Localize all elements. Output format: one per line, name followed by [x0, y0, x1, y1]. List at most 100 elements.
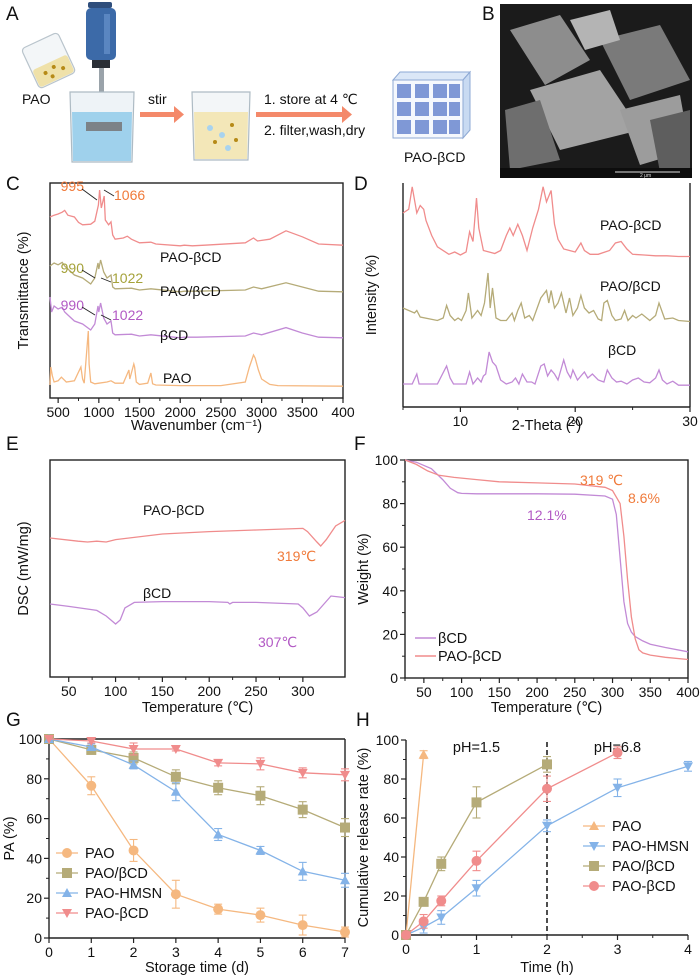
- y-axis-label: DSC (mW/mg): [16, 521, 32, 615]
- peak-annotation: 990: [61, 297, 85, 313]
- x-tick-label: 150: [151, 683, 175, 699]
- peak-annotation: 990: [61, 260, 85, 276]
- region-label-acid: pH=1.5: [453, 740, 500, 756]
- series-line-bcd: [404, 459, 689, 653]
- annotation-loss-bcd: 12.1%: [527, 507, 567, 523]
- y-tick-label: 20: [383, 888, 399, 904]
- x-tick-label: 500: [46, 404, 70, 420]
- stir-label: stir: [148, 91, 167, 107]
- pouring-beaker-icon: [21, 32, 76, 89]
- data-point-pao-hmsn: [170, 786, 181, 796]
- peak-annotation: 1022: [112, 307, 143, 323]
- legend-label-pao-bcd: PAO/βCD: [85, 866, 148, 882]
- y-tick-label: 80: [383, 771, 399, 787]
- panel-label-c: C: [6, 174, 20, 195]
- data-point-pao: [170, 889, 181, 900]
- series-line-pao-bcd: [48, 738, 346, 776]
- x-axis-label: Temperature (℃): [142, 700, 253, 716]
- legend-marker-pao-bcd: [62, 909, 72, 918]
- series-label-pao-bcd: PAO-βCD: [143, 502, 204, 518]
- x-tick-label: 2: [130, 944, 138, 960]
- x-tick-label: 3000: [246, 404, 277, 420]
- data-point-pao-bcd: [340, 822, 350, 833]
- data-point-pao-bcd: [128, 752, 139, 763]
- x-tick-label: 4: [684, 941, 692, 957]
- series-label-pao: PAO: [163, 370, 192, 386]
- x-tick-label: 200: [525, 684, 549, 700]
- data-point-pao-hmsn: [128, 759, 139, 769]
- series-line-pao-bcd: [48, 738, 346, 829]
- beaker-water-icon: [69, 91, 135, 163]
- step2-line2: 2. filter,wash,dry: [264, 122, 365, 138]
- x-axis-label: Wavenumber (cm⁻¹): [131, 418, 262, 434]
- series-line-bcd: [403, 351, 690, 386]
- legend-marker-pao-hmsn: [62, 888, 72, 897]
- x-tick-label: 250: [563, 684, 587, 700]
- x-tick-label: 200: [198, 683, 222, 699]
- store-arrow-icon: [256, 106, 352, 123]
- y-tick-label: 0: [34, 930, 42, 946]
- x-tick-label: 20: [567, 413, 583, 429]
- y-tick-label: 40: [382, 583, 398, 599]
- chart-dsc: 50 100 150 200 250 300 Temperature (℃) DSC (mW/…: [16, 459, 346, 716]
- series-label-pao-bcd: PAO/βCD: [600, 278, 661, 294]
- series-line-pao-bcd: [402, 186, 690, 258]
- x-tick-label: 50: [416, 684, 432, 700]
- data-point-pao: [128, 845, 139, 856]
- sem-scale-label: 2 μm: [640, 173, 651, 179]
- data-point-pao-bcd: [436, 895, 447, 906]
- data-point-pao-bcd: [471, 797, 482, 808]
- schematic-panel-a: PAO stir: [21, 2, 472, 165]
- data-point-pao-hmsn: [340, 875, 350, 885]
- y-tick-label: 80: [26, 771, 42, 787]
- x-tick-label: 2: [543, 941, 551, 957]
- plot-frame: [49, 459, 346, 678]
- x-tick-label: 0: [45, 944, 53, 960]
- sem-image-panel-b: 2 μm: [500, 4, 692, 179]
- x-tick-label: 100: [104, 683, 128, 699]
- series-line-pao-bcd: [49, 259, 344, 293]
- data-point-pao-bcd: [213, 782, 224, 793]
- legend-label-pao: PAO: [85, 846, 115, 862]
- series-line-pao: [49, 330, 344, 387]
- data-point-pao: [340, 927, 350, 938]
- panel-label-f: F: [354, 434, 366, 455]
- panel-label-e: E: [6, 434, 19, 455]
- x-tick-label: 4: [214, 944, 222, 960]
- y-tick-label: 100: [375, 452, 399, 468]
- data-point-pao-bcd: [612, 747, 623, 758]
- y-tick-label: 0: [391, 927, 399, 943]
- series-label-pao-bcd: PAO-βCD: [160, 249, 221, 265]
- step2-line1: 1. store at 4 ℃: [264, 91, 358, 107]
- y-axis-label: Weight (%): [356, 533, 372, 604]
- x-axis-label: Storage time (d): [145, 960, 249, 976]
- peak-leader-line: [100, 277, 112, 283]
- panel-label-h: H: [356, 710, 370, 731]
- y-tick-label: 60: [383, 810, 399, 826]
- x-tick-label: 1500: [124, 404, 155, 420]
- x-tick-label: 400: [331, 404, 355, 420]
- data-point-pao: [255, 910, 266, 921]
- data-point-pao-bcd: [44, 735, 54, 744]
- peak-annotation: 995: [61, 178, 85, 194]
- x-tick-label: 150: [488, 684, 512, 700]
- series-line-pao-hmsn: [48, 738, 346, 881]
- x-tick-label: 100: [450, 684, 474, 700]
- y-tick-label: 60: [382, 539, 398, 555]
- legend-marker-pao: [62, 848, 72, 858]
- sem-info-bar: [500, 168, 692, 178]
- x-tick-label: 3500: [287, 404, 318, 420]
- x-axis-label: Temperature (℃): [491, 700, 602, 716]
- series-label-bcd: βCD: [160, 327, 188, 343]
- x-tick-label: 10: [453, 413, 469, 429]
- chart-ftir: 500 1000 1500 2000 2500 3000 3500 400 Wavenumber…: [16, 178, 355, 434]
- peak-annotation: 1066: [114, 187, 145, 203]
- data-point-pao-bcd: [297, 768, 308, 778]
- data-point-pao-hmsn: [542, 821, 552, 831]
- data-point-pao-bcd: [542, 783, 552, 794]
- series-line-pao-bcd: [49, 189, 344, 247]
- data-point-pao-bcd: [255, 759, 266, 769]
- data-point-pao-bcd: [128, 744, 139, 754]
- y-axis-label: Cumulative release rate (%): [356, 748, 372, 928]
